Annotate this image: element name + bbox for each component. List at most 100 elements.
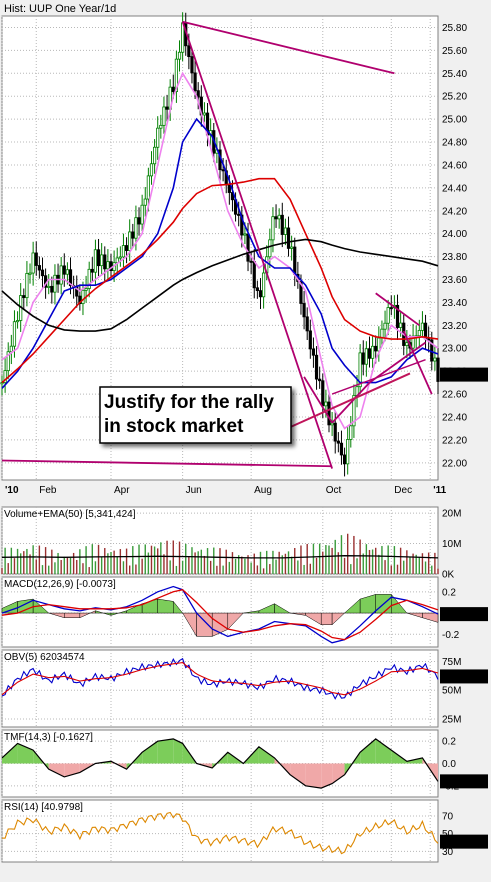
candle-body	[140, 204, 144, 225]
y-tick-label: 0.2	[442, 737, 456, 748]
candle-body	[25, 273, 29, 299]
candle-body	[31, 252, 35, 274]
y-tick-label: 25.40	[442, 69, 467, 80]
indicator-value-box	[440, 774, 488, 789]
candle-body	[395, 304, 400, 328]
indicator-value-box	[440, 834, 488, 849]
candle-body	[386, 307, 390, 324]
candle-body	[358, 352, 362, 388]
candle-body	[9, 345, 13, 353]
y-tick-label: 24.80	[442, 138, 467, 149]
indicator-value-label: 62035K	[443, 672, 478, 683]
y-tick-label: 23.00	[442, 344, 467, 355]
candle-body	[37, 265, 41, 271]
x-tick-label: Oct	[326, 485, 342, 496]
trend-line	[368, 341, 427, 384]
candle-body	[227, 184, 231, 193]
candle-body	[81, 289, 85, 305]
y-tick-label: 20M	[442, 509, 461, 520]
candle-body	[174, 58, 178, 92]
obv-line	[1, 662, 439, 696]
indicator-value-label: -0.0073	[443, 610, 477, 621]
indicator-value-label: -0.1627	[443, 777, 477, 788]
candle-body	[109, 261, 113, 272]
candle-body	[22, 295, 26, 299]
tmf-area-segment	[157, 738, 174, 764]
candle-body	[314, 354, 319, 380]
candle-body	[330, 422, 334, 426]
trend-line	[331, 359, 426, 395]
annotation-arrow-line	[285, 372, 411, 430]
candle-body	[177, 51, 182, 60]
candle-body	[28, 272, 32, 275]
y-tick-label: 22.60	[442, 390, 467, 401]
chart-title: Hist: UUP One Year/1d	[4, 3, 116, 15]
macd-histogram-segment	[391, 593, 408, 614]
indicator-value-box	[440, 607, 488, 622]
y-tick-label: 30	[442, 847, 454, 858]
candle-body	[252, 260, 256, 289]
sma-line	[1, 177, 439, 384]
candle-body	[293, 246, 297, 275]
y-tick-label: 75M	[442, 657, 461, 668]
tmf-area-segment	[258, 746, 275, 764]
candle-body	[53, 274, 57, 293]
candle-body	[246, 233, 250, 262]
candle-body	[433, 357, 437, 362]
annotation-line-1: Justify for the rally	[104, 392, 274, 413]
current-price-label: 22.77	[444, 371, 469, 382]
y-tick-label: 24.00	[442, 229, 467, 240]
annotation-box	[99, 386, 292, 444]
tmf-area-segment	[2, 743, 18, 764]
obv-line	[1, 657, 439, 700]
candle-body	[143, 198, 147, 206]
candle-body	[349, 425, 353, 440]
candle-body	[339, 442, 344, 456]
candle-body	[436, 357, 440, 382]
candle-body	[283, 227, 288, 235]
candle-body	[0, 382, 4, 385]
macd-histogram-segment	[173, 600, 184, 614]
candle-body	[50, 285, 54, 293]
rsi-line	[1, 811, 439, 855]
candle-body	[243, 233, 247, 236]
candle-body	[399, 322, 403, 328]
candle-body	[308, 330, 312, 350]
candle-body	[420, 322, 425, 331]
candle-body	[181, 22, 185, 53]
candle-body	[367, 348, 372, 359]
candle-body	[137, 217, 141, 225]
candle-body	[302, 303, 306, 318]
candle-body	[68, 269, 73, 287]
candle-body	[47, 285, 51, 288]
candle-body	[128, 231, 132, 251]
candle-body	[34, 252, 38, 266]
volume-ema-line	[1, 555, 439, 559]
tmf-area-segment	[321, 763, 333, 789]
candle-body	[103, 254, 107, 270]
candle-body	[249, 260, 253, 263]
tmf-area-segment	[48, 763, 65, 777]
y-tick-label: 23.60	[442, 275, 467, 286]
annotation-frame	[99, 386, 292, 444]
indicator-header: TMF(14,3) [-0.1627]	[4, 732, 93, 743]
candle-body	[333, 422, 337, 442]
candle-body	[361, 352, 365, 365]
candle-body	[280, 214, 284, 235]
y-tick-label: 0.2	[442, 587, 456, 598]
y-tick-label: -0.2	[442, 630, 460, 641]
y-tick-label: 24.40	[442, 183, 467, 194]
candle-body	[327, 401, 331, 426]
candle-body	[40, 269, 45, 277]
candle-body	[171, 86, 175, 92]
candle-body	[62, 265, 66, 275]
candle-body	[87, 268, 91, 289]
candle-body	[290, 246, 294, 249]
trend-line	[375, 292, 420, 327]
y-tick-label: 25.20	[442, 92, 467, 103]
macd-histogram-segment	[227, 612, 244, 631]
candle-body	[65, 269, 69, 275]
x-tick-label: Aug	[254, 485, 272, 496]
tmf-area-segment	[64, 763, 80, 777]
